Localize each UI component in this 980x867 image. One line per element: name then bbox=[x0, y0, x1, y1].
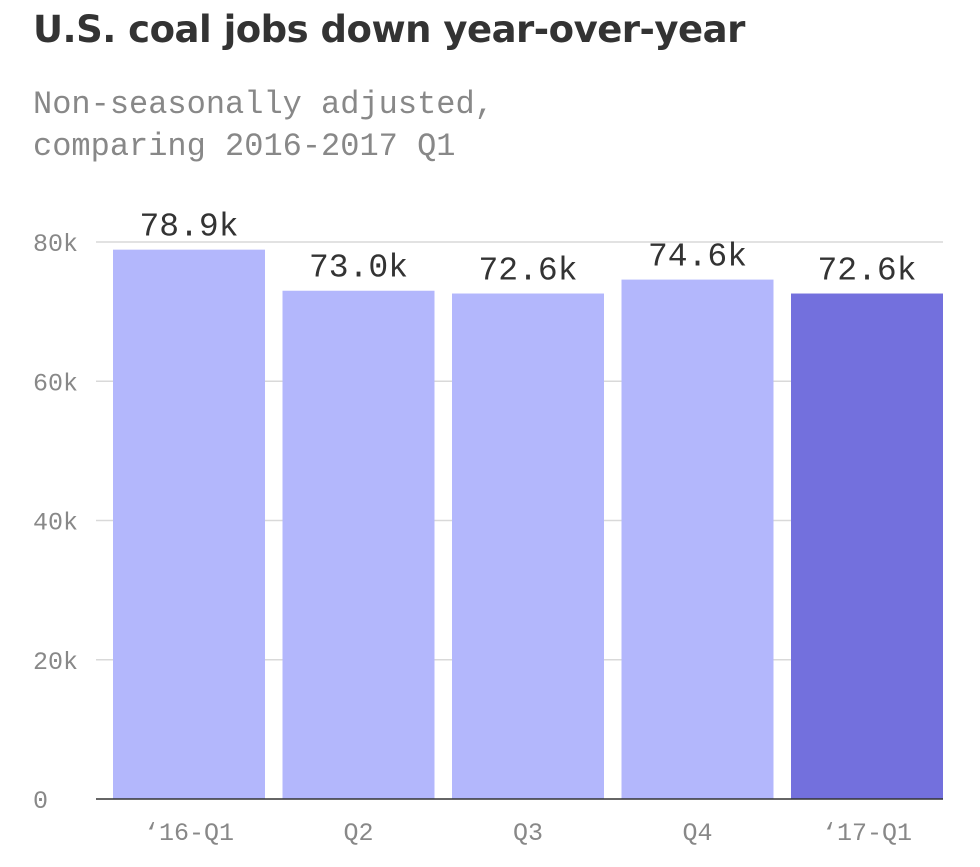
data-label: 72.6k bbox=[817, 253, 916, 290]
bars bbox=[113, 249, 943, 799]
data-label: 72.6k bbox=[478, 253, 577, 290]
y-tick-label: 20k bbox=[33, 648, 78, 677]
bar bbox=[791, 293, 943, 799]
y-tick-label: 0 bbox=[33, 787, 48, 816]
x-tick-label: Q4 bbox=[682, 819, 712, 848]
bar bbox=[113, 249, 265, 799]
data-label: 74.6k bbox=[648, 239, 747, 276]
x-tick-label: Q3 bbox=[513, 819, 543, 848]
chart-title: U.S. coal jobs down year-over-year bbox=[33, 8, 745, 51]
data-label: 78.9k bbox=[139, 209, 238, 246]
chart-subtitle: Non-seasonally adjusted, comparing 2016-… bbox=[33, 86, 494, 165]
bar bbox=[621, 279, 774, 799]
labels: 0 20k 40k 60k 80k 78.9k ‘16-Q1 73.0k Q2 72.6k Q3 74… bbox=[33, 209, 917, 848]
y-tick-label: 80k bbox=[33, 230, 78, 259]
x-tick-label: ‘17-Q1 bbox=[822, 819, 912, 848]
y-tick-label: 60k bbox=[33, 369, 78, 398]
bar bbox=[452, 293, 604, 799]
x-tick-label: Q2 bbox=[343, 819, 373, 848]
x-tick-label: ‘16-Q1 bbox=[144, 819, 234, 848]
y-tick-label: 40k bbox=[33, 509, 78, 538]
data-label: 73.0k bbox=[309, 250, 408, 287]
bar bbox=[282, 290, 435, 799]
